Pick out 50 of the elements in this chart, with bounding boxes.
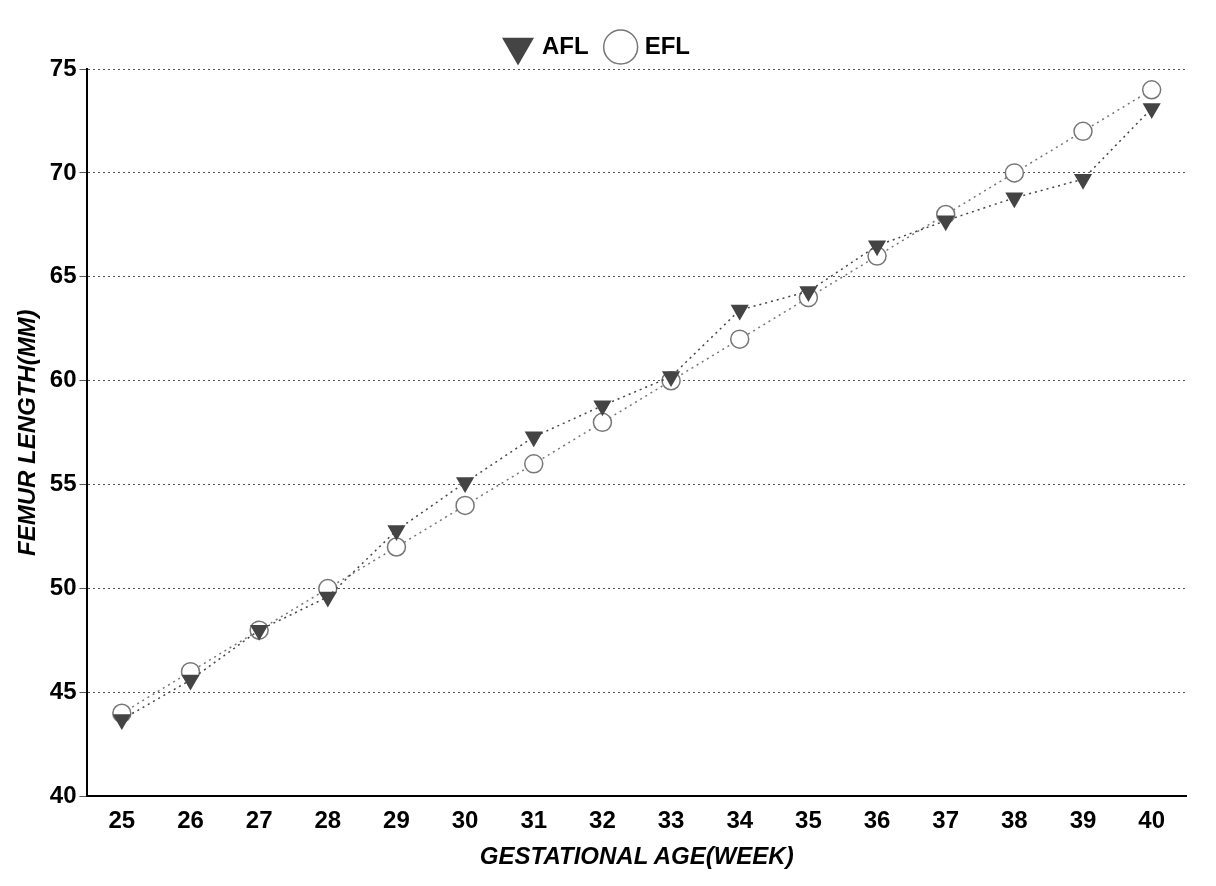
x-tick-label: 40 <box>1138 806 1166 834</box>
x-tick-label: 33 <box>657 806 685 834</box>
point <box>387 525 405 541</box>
point <box>1005 192 1023 208</box>
x-tick-label: 37 <box>932 806 960 834</box>
point <box>456 477 474 493</box>
y-axis-title: FEMUR LENGTH(MM) <box>13 309 41 557</box>
y-tick-label: 65 <box>49 261 77 289</box>
point <box>455 495 475 516</box>
y-tick-label: 45 <box>49 677 77 705</box>
x-tick-label: 27 <box>245 806 273 834</box>
point <box>113 714 131 730</box>
point <box>799 286 817 302</box>
x-tick-label: 30 <box>451 806 479 834</box>
point <box>1074 173 1092 189</box>
x-tick-label: 34 <box>726 806 754 834</box>
point <box>319 591 337 607</box>
x-tick-label: 26 <box>177 806 204 834</box>
x-tick-label: 28 <box>314 806 342 834</box>
x-tick-label: 25 <box>108 806 136 834</box>
x-tick-label: 38 <box>1001 806 1028 834</box>
x-tick-label: 29 <box>383 806 410 834</box>
point <box>386 537 407 557</box>
y-tick-label: 50 <box>49 573 77 601</box>
point <box>729 329 750 349</box>
point <box>1073 121 1093 142</box>
y-tick-label: 40 <box>49 781 77 809</box>
point <box>592 412 613 433</box>
x-tick-label: 36 <box>863 806 891 834</box>
y-tick-label: 75 <box>49 53 77 81</box>
y-tick-label: 60 <box>49 365 77 393</box>
point <box>524 454 544 474</box>
x-tick-label: 31 <box>520 806 548 834</box>
point <box>731 304 749 320</box>
x-axis-title: GESTATIONAL AGE(WEEK) <box>479 842 794 870</box>
point <box>1143 103 1161 119</box>
point <box>1141 80 1162 100</box>
point <box>937 215 955 231</box>
point <box>593 400 611 416</box>
y-tick-label: 55 <box>49 469 77 497</box>
x-tick-label: 35 <box>795 806 822 834</box>
point <box>525 431 543 447</box>
legend-label: EFL <box>644 31 690 59</box>
x-tick-label: 32 <box>589 806 616 834</box>
legend-label: AFL <box>542 31 589 59</box>
point <box>1004 163 1025 183</box>
point <box>181 674 200 690</box>
x-tick-label: 39 <box>1069 806 1097 834</box>
y-tick-label: 70 <box>49 157 77 185</box>
point <box>868 240 886 256</box>
